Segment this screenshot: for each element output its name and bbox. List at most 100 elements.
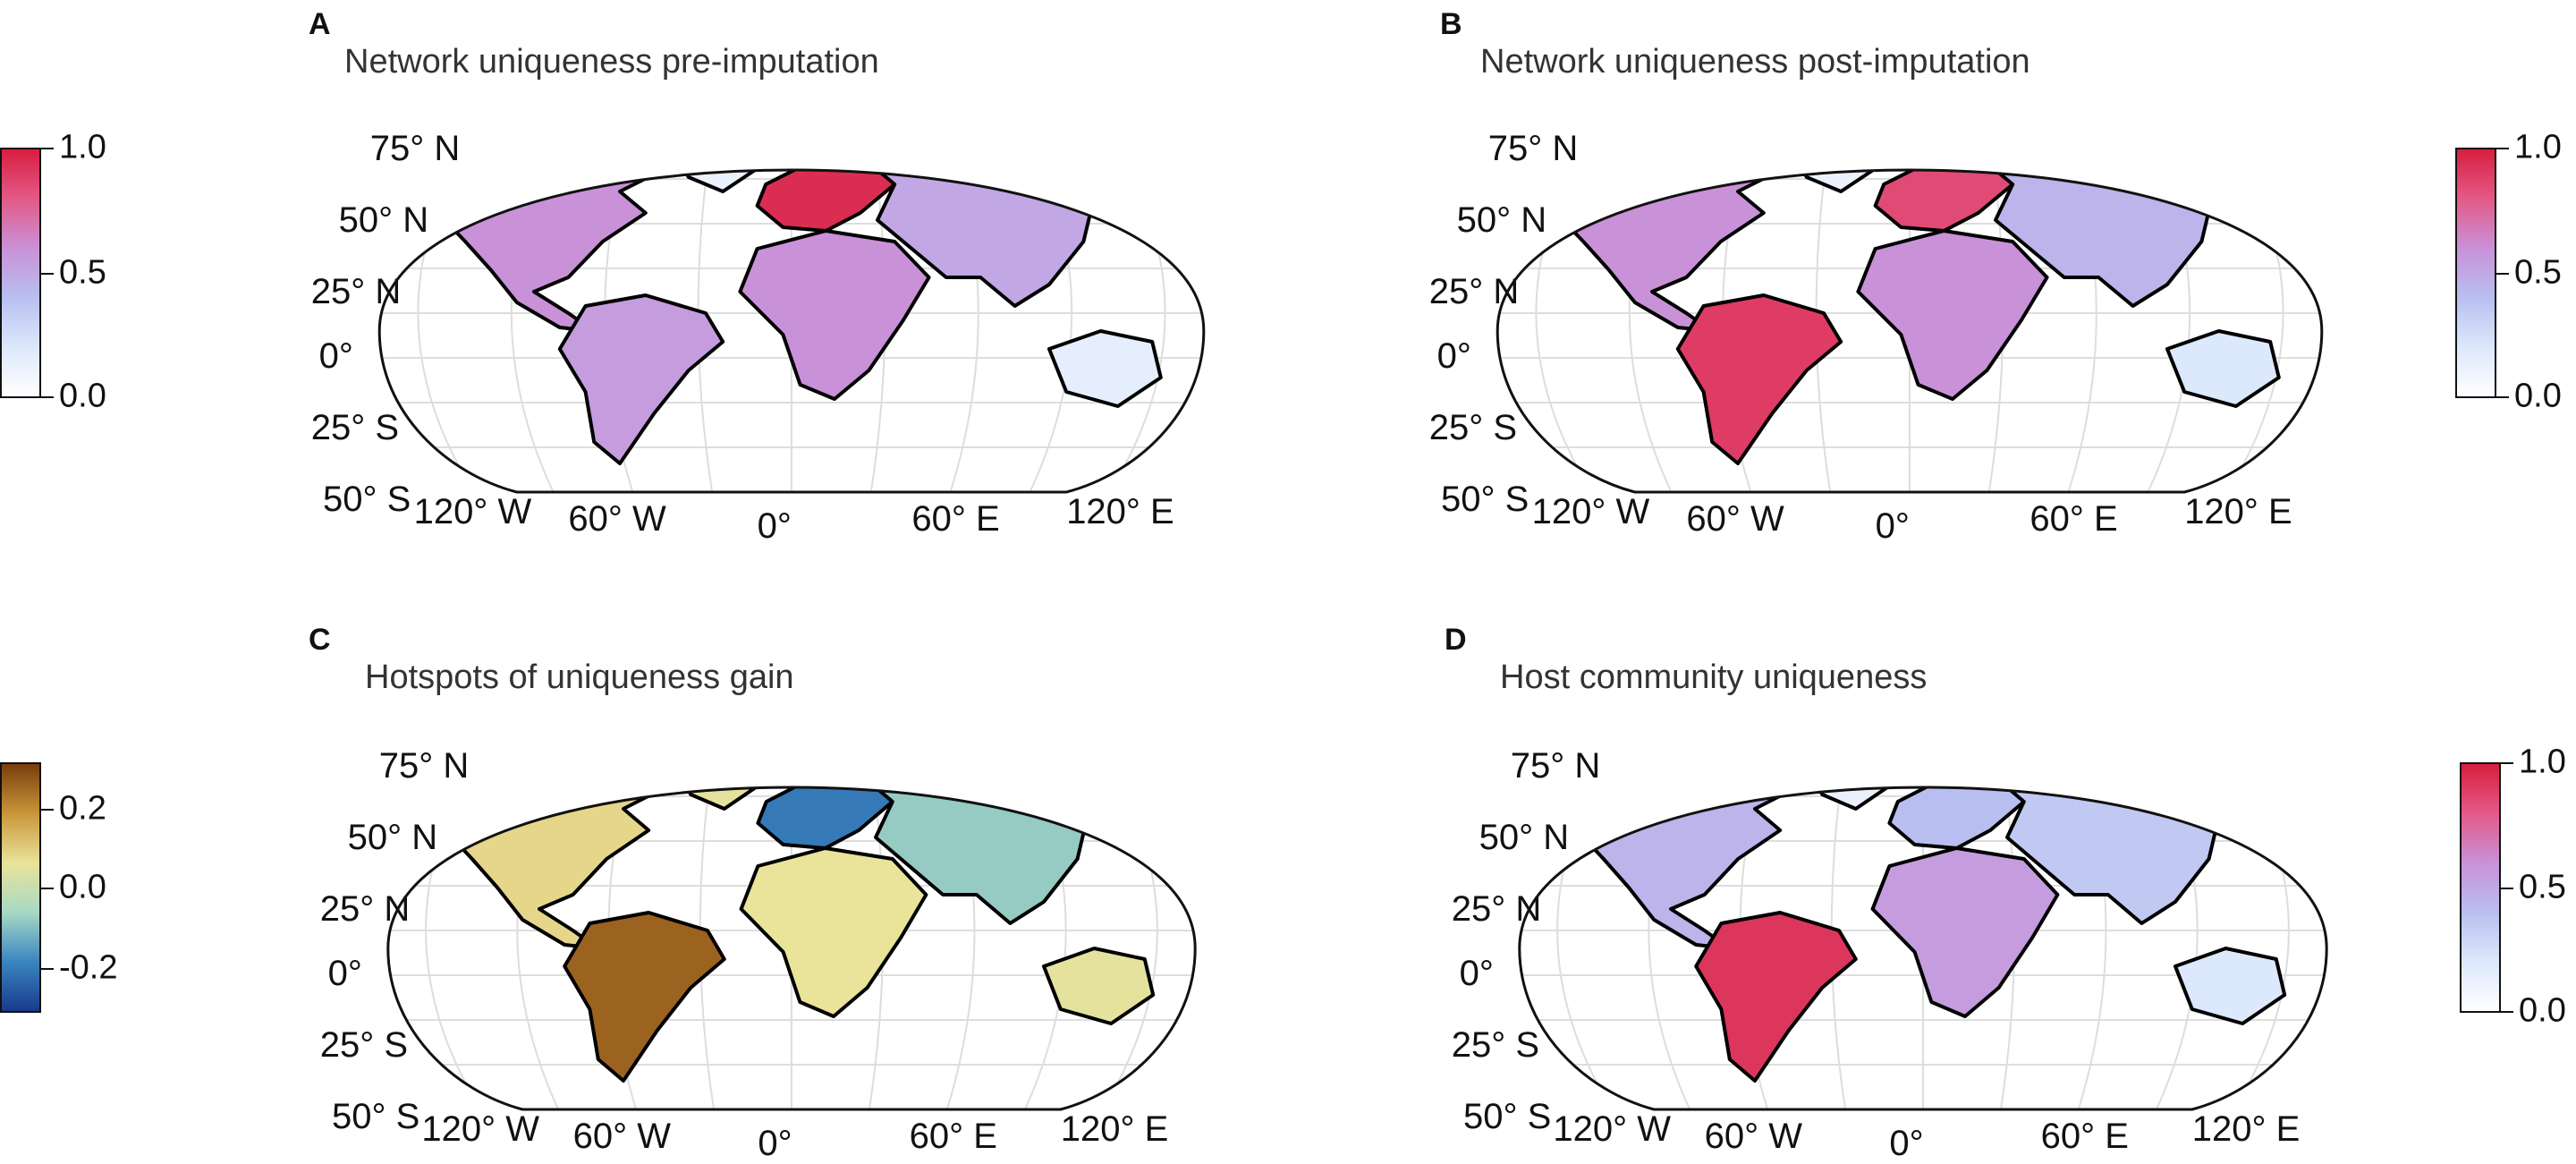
colorbar-tick-label: 0.5 xyxy=(2519,868,2566,906)
colorbar-tick-label: 0.0 xyxy=(59,377,106,415)
map-panel-b: B Network uniqueness post-imputation 75° N… xyxy=(1288,0,2576,567)
continent-south-america xyxy=(557,293,725,465)
colorbar-tick-label: 1.0 xyxy=(2514,128,2562,166)
colorbar-gradient xyxy=(0,762,41,1013)
panel-title: Network uniqueness post-imputation xyxy=(1480,43,2030,81)
world-map xyxy=(1518,786,2328,1111)
map-outline xyxy=(1496,168,2324,494)
latitude-label: 50° N xyxy=(1479,818,1570,857)
latitude-label: 25° N xyxy=(1451,889,1542,929)
longitude-label: 120° W xyxy=(1553,1109,1671,1149)
longitude-label: 0° xyxy=(758,1124,792,1163)
latitude-label: 0° xyxy=(327,954,362,993)
latitude-label: 50° S xyxy=(1463,1097,1552,1136)
map-panel-c: C Hotspots of uniqueness gain 75° N 50° N 25… xyxy=(0,567,1288,1163)
longitude-label: 60° W xyxy=(568,499,666,539)
continent-south-america xyxy=(1675,293,1843,465)
colorbar-tick xyxy=(2496,273,2509,275)
colorbar-tick-label: 0.0 xyxy=(2519,991,2566,1030)
longitude-label: 120° E xyxy=(1066,492,1174,531)
longitude-label: 60° E xyxy=(911,499,1000,539)
map-panel-d: D Host community uniqueness 75° N 50° N 25° … xyxy=(1288,567,2576,1163)
longitude-label: 120° W xyxy=(1531,492,1650,531)
colorbar-tick xyxy=(2496,148,2509,149)
latitude-label: 25° S xyxy=(1428,408,1518,447)
colorbar-tick xyxy=(41,148,54,149)
latitude-label: 50° S xyxy=(323,480,411,519)
longitude-label: 120° E xyxy=(1060,1109,1169,1149)
longitude-label: 60° E xyxy=(2040,1117,2129,1156)
longitude-label: 60° E xyxy=(909,1117,997,1156)
latitude-label: 0° xyxy=(318,336,353,376)
latitude-label: 25° N xyxy=(310,272,402,311)
continent-europe xyxy=(755,170,897,233)
panel-title: Hotspots of uniqueness gain xyxy=(365,658,794,696)
latitude-label: 75° N xyxy=(1487,129,1579,168)
latitude-label: 50° N xyxy=(347,818,438,857)
longitude-label: 0° xyxy=(1875,506,1910,546)
continent-africa xyxy=(1870,846,2060,1018)
map-outline xyxy=(1518,786,2328,1111)
latitude-label: 25° S xyxy=(310,408,400,447)
latitude-label: 50° N xyxy=(1456,200,1547,240)
colorbar-tick xyxy=(41,273,54,275)
map-outline xyxy=(377,168,1206,494)
panel-letter: C xyxy=(309,623,331,657)
latitude-label: 75° N xyxy=(1510,746,1601,786)
latitude-label: 75° N xyxy=(378,746,470,786)
longitude-label: 0° xyxy=(1889,1124,1924,1163)
colorbar-gradient xyxy=(2460,762,2501,1013)
continent-europe xyxy=(1887,787,2026,850)
panel-title: Host community uniqueness xyxy=(1500,658,1928,696)
continent-australia xyxy=(2174,947,2287,1025)
longitude-label: 60° E xyxy=(2029,499,2118,539)
colorbar-tick xyxy=(41,809,54,811)
continent-africa xyxy=(1856,229,2049,401)
colorbar-tick xyxy=(2501,1011,2513,1013)
colorbar-tick xyxy=(2501,762,2513,764)
world-map xyxy=(377,168,1206,494)
colorbar-tick-label: 0.0 xyxy=(2514,377,2562,415)
continent-australia xyxy=(1047,329,1163,408)
longitude-label: 60° W xyxy=(1704,1117,1802,1156)
colorbar-tick xyxy=(2496,396,2509,398)
colorbar-tick-label: 1.0 xyxy=(2519,743,2566,781)
latitude-label: 0° xyxy=(1436,336,1471,376)
longitude-label: 120° W xyxy=(413,492,532,531)
colorbar-tick xyxy=(41,396,54,398)
longitude-label: 120° E xyxy=(2191,1109,2301,1149)
world-map xyxy=(386,786,1197,1111)
longitude-label: 120° E xyxy=(2184,492,2292,531)
colorbar-gradient xyxy=(2455,148,2496,398)
colorbar-gradient xyxy=(0,148,41,398)
latitude-label: 25° N xyxy=(319,889,411,929)
panel-letter: A xyxy=(309,7,331,41)
colorbar-tick-label: 0.5 xyxy=(59,253,106,292)
longitude-label: 120° W xyxy=(421,1109,539,1149)
panel-title: Network uniqueness pre-imputation xyxy=(344,43,879,81)
colorbar-tick-label: 0.0 xyxy=(59,868,106,906)
colorbar-tick xyxy=(2501,888,2513,889)
latitude-label: 25° S xyxy=(319,1025,409,1065)
latitude-label: 75° N xyxy=(369,129,461,168)
continent-europe xyxy=(756,787,894,850)
longitude-label: 60° W xyxy=(1686,499,1784,539)
latitude-label: 50° S xyxy=(332,1097,420,1136)
world-map xyxy=(1496,168,2324,494)
colorbar-tick xyxy=(41,968,54,970)
latitude-label: 25° S xyxy=(1451,1025,1540,1065)
continent-south-america xyxy=(1694,911,1858,1083)
map-outline xyxy=(386,786,1197,1111)
colorbar-tick-label: -0.2 xyxy=(59,948,118,987)
continent-africa xyxy=(738,229,931,401)
map-panel-a: A Network uniqueness pre-imputation 75° N 5… xyxy=(0,0,1288,567)
continent-south-america xyxy=(563,911,726,1083)
continent-australia xyxy=(2165,329,2281,408)
latitude-label: 50° N xyxy=(338,200,429,240)
colorbar-tick-label: 1.0 xyxy=(59,128,106,166)
continent-australia xyxy=(1042,947,1156,1025)
longitude-label: 0° xyxy=(757,506,792,546)
panel-letter: B xyxy=(1440,7,1462,41)
panel-letter: D xyxy=(1445,623,1467,657)
latitude-label: 50° S xyxy=(1441,480,1530,519)
